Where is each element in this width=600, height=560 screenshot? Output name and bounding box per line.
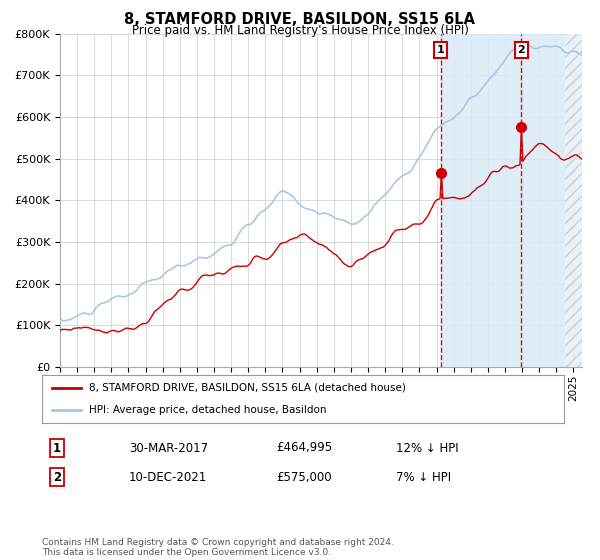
Text: HPI: Average price, detached house, Basildon: HPI: Average price, detached house, Basi… bbox=[89, 405, 326, 416]
Text: £464,995: £464,995 bbox=[276, 441, 332, 455]
Bar bbox=[565, 34, 582, 367]
Text: Price paid vs. HM Land Registry's House Price Index (HPI): Price paid vs. HM Land Registry's House … bbox=[131, 24, 469, 37]
Text: 8, STAMFORD DRIVE, BASILDON, SS15 6LA: 8, STAMFORD DRIVE, BASILDON, SS15 6LA bbox=[125, 12, 476, 27]
Text: 8, STAMFORD DRIVE, BASILDON, SS15 6LA (detached house): 8, STAMFORD DRIVE, BASILDON, SS15 6LA (d… bbox=[89, 382, 406, 393]
Text: 10-DEC-2021: 10-DEC-2021 bbox=[129, 470, 207, 484]
Text: 2: 2 bbox=[517, 45, 525, 55]
Text: 30-MAR-2017: 30-MAR-2017 bbox=[129, 441, 208, 455]
Text: 2: 2 bbox=[53, 470, 61, 484]
Text: Contains HM Land Registry data © Crown copyright and database right 2024.
This d: Contains HM Land Registry data © Crown c… bbox=[42, 538, 394, 557]
Text: 1: 1 bbox=[53, 441, 61, 455]
Text: 7% ↓ HPI: 7% ↓ HPI bbox=[396, 470, 451, 484]
Text: 1: 1 bbox=[437, 45, 445, 55]
Bar bbox=[441, 34, 582, 367]
Bar bbox=[565, 34, 582, 367]
Text: £575,000: £575,000 bbox=[276, 470, 332, 484]
Text: 12% ↓ HPI: 12% ↓ HPI bbox=[396, 441, 458, 455]
